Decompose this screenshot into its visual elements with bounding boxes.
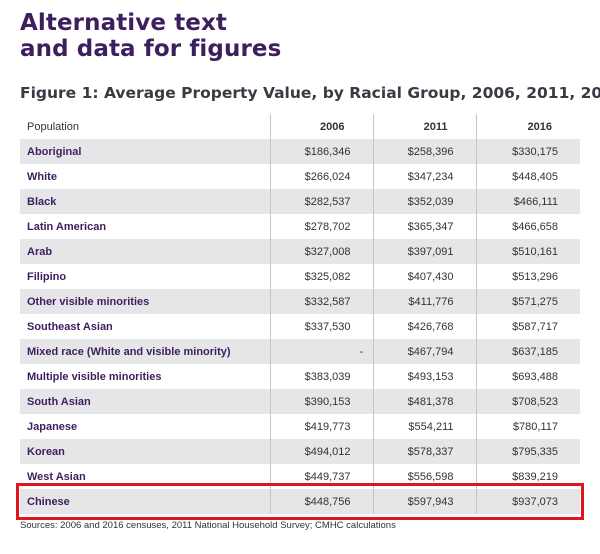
column-header-2006: 2006 xyxy=(269,114,373,139)
value-2016-cell: $839,219 xyxy=(475,464,580,489)
table-row: Korean $494,012 $578,337 $795,335 xyxy=(20,439,580,464)
value-2011-cell: $467,794 xyxy=(372,339,476,364)
population-cell: Korean xyxy=(20,439,270,464)
value-2006-cell: $449,737 xyxy=(269,464,373,489)
value-2016-cell: $466,658 xyxy=(475,214,580,239)
table-row: Southeast Asian $337,530 $426,768 $587,717 xyxy=(20,314,580,339)
value-2016-cell: $571,275 xyxy=(475,289,580,314)
value-2016-cell: $587,717 xyxy=(475,314,580,339)
value-2011-cell: $352,039 xyxy=(372,189,476,214)
value-2006-cell: $327,008 xyxy=(269,239,373,264)
table-row: Filipino $325,082 $407,430 $513,296 xyxy=(20,264,580,289)
table-row: West Asian $449,737 $556,598 $839,219 xyxy=(20,464,580,489)
population-cell: Black xyxy=(20,189,270,214)
population-cell: South Asian xyxy=(20,389,270,414)
column-header-population: Population xyxy=(20,114,270,139)
table-row: Mixed race (White and visible minority) -… xyxy=(20,339,580,364)
column-header-2011: 2011 xyxy=(372,114,476,139)
population-cell: Other visible minorities xyxy=(20,289,270,314)
value-2006-cell: $383,039 xyxy=(269,364,373,389)
sources-note: Sources: 2006 and 2016 censuses, 2011 Na… xyxy=(20,520,396,531)
value-2016-cell: $466,111 xyxy=(475,189,580,214)
value-2011-cell: $347,234 xyxy=(372,164,476,189)
value-2006-cell: $337,530 xyxy=(269,314,373,339)
population-cell: Aboriginal xyxy=(20,139,270,164)
value-2006-cell: $419,773 xyxy=(269,414,373,439)
table-row: Aboriginal $186,346 $258,396 $330,175 xyxy=(20,139,580,164)
population-cell: Latin American xyxy=(20,214,270,239)
table-row: White $266,024 $347,234 $448,405 xyxy=(20,164,580,189)
page-title: Alternative text and data for figures xyxy=(20,10,281,62)
page-title-line-2: and data for figures xyxy=(20,36,282,62)
population-cell: Filipino xyxy=(20,264,270,289)
value-2006-cell: $448,756 xyxy=(269,489,373,514)
value-2016-cell: $330,175 xyxy=(475,139,580,164)
value-2016-cell: $937,073 xyxy=(475,489,580,514)
value-2011-cell: $493,153 xyxy=(372,364,476,389)
value-2006-cell: $325,082 xyxy=(269,264,373,289)
value-2016-cell: $637,185 xyxy=(475,339,580,364)
table-row: Chinese $448,756 $597,943 $937,073 xyxy=(20,489,580,514)
value-2011-cell: $407,430 xyxy=(372,264,476,289)
figure-title: Figure 1: Average Property Value, by Rac… xyxy=(20,84,600,102)
column-header-2016: 2016 xyxy=(475,114,580,139)
value-2011-cell: $554,211 xyxy=(372,414,476,439)
value-2006-cell: - xyxy=(269,339,373,364)
value-2006-cell: $390,153 xyxy=(269,389,373,414)
table-row: Black $282,537 $352,039 $466,111 xyxy=(20,189,580,214)
value-2011-cell: $556,598 xyxy=(372,464,476,489)
table-row: Other visible minorities $332,587 $411,776… xyxy=(20,289,580,314)
value-2016-cell: $693,488 xyxy=(475,364,580,389)
value-2006-cell: $332,587 xyxy=(269,289,373,314)
value-2011-cell: $426,768 xyxy=(372,314,476,339)
value-2011-cell: $365,347 xyxy=(372,214,476,239)
population-cell: Southeast Asian xyxy=(20,314,270,339)
table-row: South Asian $390,153 $481,378 $708,523 xyxy=(20,389,580,414)
table-row: Arab $327,008 $397,091 $510,161 xyxy=(20,239,580,264)
value-2011-cell: $597,943 xyxy=(372,489,476,514)
value-2016-cell: $795,335 xyxy=(475,439,580,464)
value-2006-cell: $282,537 xyxy=(269,189,373,214)
population-cell: Japanese xyxy=(20,414,270,439)
value-2006-cell: $494,012 xyxy=(269,439,373,464)
value-2006-cell: $266,024 xyxy=(269,164,373,189)
population-cell: White xyxy=(20,164,270,189)
value-2006-cell: $186,346 xyxy=(269,139,373,164)
table-row: Japanese $419,773 $554,211 $780,117 xyxy=(20,414,580,439)
value-2011-cell: $481,378 xyxy=(372,389,476,414)
value-2011-cell: $578,337 xyxy=(372,439,476,464)
value-2016-cell: $448,405 xyxy=(475,164,580,189)
value-2011-cell: $258,396 xyxy=(372,139,476,164)
population-cell: Mixed race (White and visible minority) xyxy=(20,339,270,364)
value-2016-cell: $513,296 xyxy=(475,264,580,289)
population-cell: Arab xyxy=(20,239,270,264)
page-title-line-1: Alternative text xyxy=(20,10,228,36)
value-2016-cell: $780,117 xyxy=(475,414,580,439)
table-row: Latin American $278,702 $365,347 $466,658 xyxy=(20,214,580,239)
population-cell: Chinese xyxy=(20,489,270,514)
table-row: Multiple visible minorities $383,039 $493,… xyxy=(20,364,580,389)
population-cell: Multiple visible minorities xyxy=(20,364,270,389)
value-2016-cell: $708,523 xyxy=(475,389,580,414)
population-cell: West Asian xyxy=(20,464,270,489)
property-value-table: Population 2006 2011 2016 Aboriginal $186… xyxy=(20,114,580,514)
value-2011-cell: $397,091 xyxy=(372,239,476,264)
value-2006-cell: $278,702 xyxy=(269,214,373,239)
table-body: Aboriginal $186,346 $258,396 $330,175 White $… xyxy=(20,139,580,514)
value-2011-cell: $411,776 xyxy=(372,289,476,314)
value-2016-cell: $510,161 xyxy=(475,239,580,264)
table-header-row: Population 2006 2011 2016 xyxy=(20,114,580,139)
